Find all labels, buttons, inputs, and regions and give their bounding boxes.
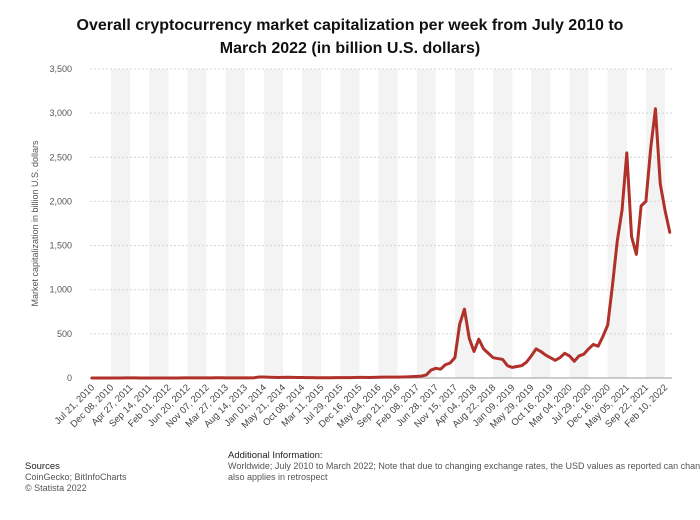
plot-band [493, 69, 513, 378]
plot-band [187, 69, 207, 378]
y-axis-label: Market capitalization in billion U.S. do… [30, 140, 40, 307]
sources-title: Sources [25, 461, 60, 472]
plot-band [454, 69, 474, 378]
info-text: Worldwide; July 2010 to March 2022; Note… [228, 461, 700, 471]
plot-band [569, 69, 589, 378]
plot-band [225, 69, 245, 378]
y-tick-label: 2,000 [49, 196, 72, 206]
plot-band [149, 69, 169, 378]
plot-band [263, 69, 283, 378]
y-tick-label: 1,500 [49, 241, 72, 251]
plot-band [416, 69, 436, 378]
chart: 0 500 1,000 1,500 2,000 2,500 3,000 3,500 Market… [30, 64, 672, 431]
plot-band [340, 69, 360, 378]
y-tick-label: 0 [67, 373, 72, 383]
data-line [90, 107, 672, 380]
sources-text: CoinGecko; BitInfoCharts [25, 472, 127, 482]
y-tick-label: 500 [57, 329, 72, 339]
y-tick-label: 1,000 [49, 285, 72, 295]
info-title: Additional Information: [228, 450, 323, 461]
plot-band [111, 69, 131, 378]
plot-band [607, 69, 627, 378]
copyright: © Statista 2022 [25, 483, 87, 493]
chart-title: Overall cryptocurrency market capitaliza… [76, 17, 624, 57]
y-tick-label: 3,000 [49, 108, 72, 118]
plot-band [302, 69, 322, 378]
additional-info: Additional Information: Worldwide; July … [228, 450, 700, 483]
info-text: also applies in retrospect [228, 472, 328, 482]
plot-band [531, 69, 551, 378]
plot-band [378, 69, 398, 378]
y-tick-label: 3,500 [49, 64, 72, 74]
y-tick-label: 2,500 [49, 152, 72, 162]
sources: Sources CoinGecko; BitInfoCharts © Stati… [25, 461, 127, 494]
